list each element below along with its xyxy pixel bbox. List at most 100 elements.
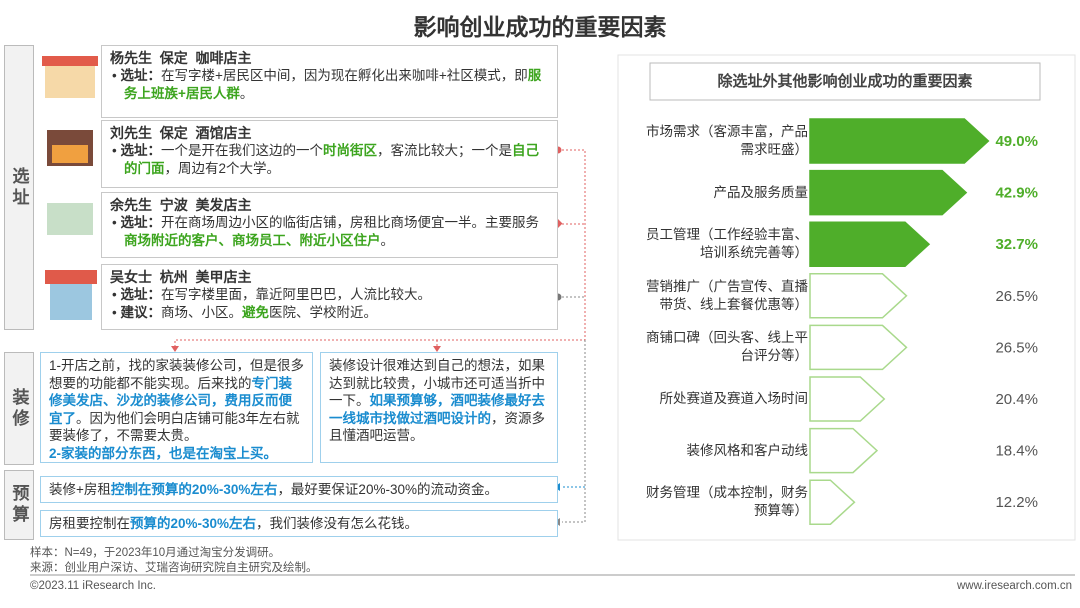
store-card: 吴女士 杭州 美甲店主 • 选址：在写字楼里面，靠近阿里巴巴，人流比较大。 • 建议… [101, 264, 558, 330]
paragraph: 2-家装的部分东西，也是在淘宝上买。 [49, 445, 304, 463]
value-label: 12.2% [995, 494, 1038, 511]
value-label: 26.5% [995, 288, 1038, 305]
highlight: 自己的门面 [124, 143, 539, 176]
category-label: 商铺口碑（回头客、线上平台评分等） [646, 330, 808, 364]
store-icons [42, 56, 98, 320]
category-label: 市场需求（客源丰富，产品需求旺盛） [646, 124, 808, 157]
bar [809, 118, 990, 164]
paragraph: 1-开店之前，找的家装装修公司，但是很多想要的功能都不能实现。后来找的专门装修美… [49, 357, 304, 445]
value-label: 49.0% [995, 133, 1038, 150]
category-label: 财务管理（成本控制，财务预算等） [646, 485, 808, 519]
chart: 49.0% 42.9% 32.7% 26.5% 26.5% 20.4% 18.4% 12.2% [809, 118, 1038, 525]
section-label: 预算 [4, 470, 34, 540]
chart-title-box [649, 62, 1041, 101]
category-label: 产品及服务质量 [713, 184, 809, 200]
highlight: 控制在预算的20%-30%左右 [110, 482, 278, 497]
icon [45, 62, 95, 98]
highlight: 预算的20%-30%左右 [130, 516, 257, 531]
text-run: 房租要控制在 [49, 516, 130, 531]
bar [809, 221, 931, 267]
text-run: ，客流比较大；一个是 [376, 143, 512, 158]
card-header: 余先生 宁波 美发店主 [110, 197, 252, 213]
arrowhead [171, 346, 179, 352]
value-label: 42.9% [995, 185, 1038, 202]
card-header: 刘先生 保定 酒馆店主 [110, 125, 252, 141]
text-run: ，周边有2个大学。 [164, 161, 281, 176]
arrowhead [433, 346, 441, 352]
note: 样本：N=49，于2023年10月通过淘宝分发调研。 [30, 547, 281, 559]
highlight: 避免 [241, 305, 269, 320]
paragraph: 装修设计很难达到自己的想法，如果达到就比较贵，小城市还可适当折中一下。如果预算够… [329, 357, 549, 445]
renovation-box: 1-开店之前，找的家装装修公司，但是很多想要的功能都不能实现。后来找的专门装修美… [40, 352, 313, 463]
highlight: 2-家装的部分东西，也是在淘宝上买。 [49, 445, 278, 461]
text-run: 商场、小区。 [160, 305, 242, 320]
highlight: 商场附近的客户、商场员工、附近小区住户 [124, 233, 381, 248]
bar [809, 324, 908, 371]
category-label: 员工管理（工作经验丰富、培训系统完善等） [646, 227, 808, 261]
bar [809, 273, 908, 319]
icon [50, 284, 92, 320]
store-card: 刘先生 保定 酒馆店主 • 选址：一个是开在我们这边的一个时尚街区，客流比较大；一… [101, 120, 558, 188]
icon [52, 145, 88, 163]
item-label: 选址： [120, 215, 161, 230]
text-run: ，资源多且懂酒吧运营。 [329, 410, 545, 444]
card-header: 杨先生 保定 咖啡店主 [110, 50, 252, 66]
text-run: 医院、学校附近。 [268, 305, 377, 320]
card-item: • 选址：在写字楼里面，靠近阿里巴巴，人流比较大。 [112, 287, 431, 302]
value-label: 18.4% [995, 443, 1038, 460]
value-label: 26.5% [995, 339, 1038, 356]
renovation-box: 装修设计很难达到自己的想法，如果达到就比较贵，小城市还可适当折中一下。如果预算够… [320, 352, 558, 463]
page-title: 影响创业成功的重要因素 [413, 14, 667, 40]
text-run: 开在商场周边小区的临街店铺，房租比商场便宜一半。主要服务 [160, 215, 539, 230]
highlight: 如果预算够，酒吧装修最好去一线城市找做过酒吧设计的 [329, 393, 545, 426]
text-run: 。因为他们会明白店铺可能3年左右就要装修了，不需要太贵。 [49, 410, 300, 444]
category-label: 所处赛道及赛道入场时间 [659, 391, 809, 406]
card-item: • 选址：一个是开在我们这边的一个时尚街区，客流比较大；一个是自己的门面，周边有… [112, 143, 539, 176]
bar [809, 427, 879, 474]
chart-title: 除选址外其他影响创业成功的重要因素 [717, 73, 973, 90]
budget-box: 房租要控制在预算的20%-30%左右，我们装修没有怎么花钱。 [40, 510, 558, 537]
icon [47, 203, 93, 235]
category-label: 营销推广（广告宣传、直播带货、线上套餐优惠等） [646, 278, 808, 312]
value-label: 20.4% [995, 391, 1038, 408]
item-label: 选址： [120, 287, 161, 302]
section-label: 选址 [4, 45, 34, 330]
connectors [174, 149, 586, 523]
bar [809, 169, 968, 216]
card-header: 吴女士 杭州 美甲店主 [110, 269, 252, 285]
text-run: 1-开店之前，找的家装装修公司，但是很多想要的功能都不能实现。后来找的 [49, 358, 305, 391]
text-run: 装修+房租 [49, 482, 111, 497]
text-run: 。 [239, 86, 254, 101]
icon [45, 270, 97, 284]
card-item: • 建议：商场、小区。避免医院、学校附近。 [112, 305, 377, 320]
budget-box: 装修+房租控制在预算的20%-30%左右，最好要保证20%-30%的流动资金。 [40, 476, 558, 503]
connector [562, 340, 586, 523]
text-run: 装修设计很难达到自己的想法，如果达到就比较贵，小城市还可适当折中一下。 [329, 358, 545, 408]
store-card: 余先生 宁波 美发店主 • 选址：开在商场周边小区的临街店铺，房租比商场便宜一半。… [101, 192, 558, 258]
text-run: 一个是开在我们这边的一个 [160, 143, 323, 158]
item-label: 选址： [120, 143, 161, 158]
footer-right: www.iresearch.com.cn [956, 580, 1072, 592]
footer-left: ©2023.11 iResearch Inc. [30, 580, 156, 592]
text-run: 在写字楼+居民区中间，因为现在孵化出来咖啡+社区模式，即 [160, 68, 528, 83]
store-card: 杨先生 保定 咖啡店主 • 选址：在写字楼+居民区中间，因为现在孵化出来咖啡+社区… [101, 45, 558, 118]
bar [809, 479, 856, 525]
text-run: 。 [380, 233, 395, 248]
category-label: 装修风格和客户动线 [686, 442, 809, 458]
text-run: 在写字楼里面，靠近阿里巴巴，人流比较大。 [160, 287, 431, 302]
text-run: ，最好要保证20%-30%的流动资金。 [277, 482, 498, 497]
card-item: • 选址：开在商场周边小区的临街店铺，房租比商场便宜一半。主要服务商场附近的客户… [112, 215, 539, 248]
highlight: 专门装修美发店、沙龙的装修公司，费用反而便宜了 [49, 375, 292, 426]
highlight: 时尚街区 [322, 143, 377, 158]
item-label: 选址： [120, 68, 161, 83]
text-run: ，我们装修没有怎么花钱。 [256, 516, 419, 531]
item-label: 建议： [120, 305, 161, 320]
note: 来源：创业用户深访、艾瑞咨询研究院自主研究及绘制。 [30, 562, 318, 574]
value-label: 32.7% [995, 236, 1038, 253]
section-label: 装修 [4, 352, 34, 465]
card-item: • 选址：在写字楼+居民区中间，因为现在孵化出来咖啡+社区模式，即服务上班族+居… [112, 68, 542, 101]
bar [809, 376, 886, 422]
highlight: 服务上班族+居民人群 [124, 68, 542, 101]
